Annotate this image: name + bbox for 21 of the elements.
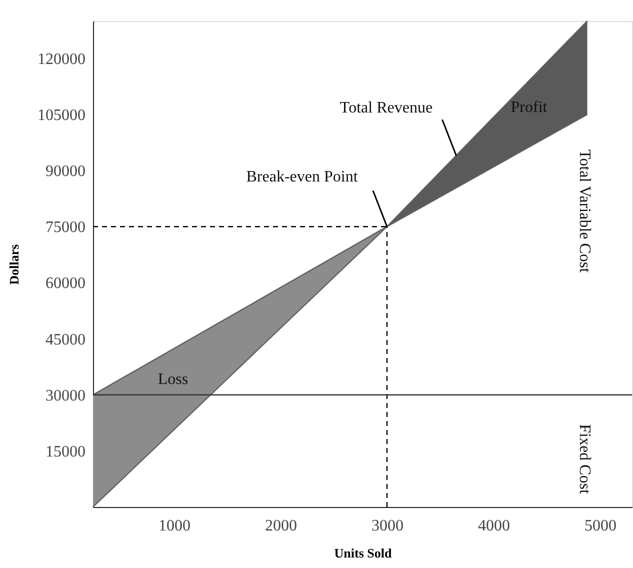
annotation: Total Revenue — [340, 100, 433, 117]
x-tick-label: 3000 — [372, 518, 404, 534]
x-tick-label: 4000 — [478, 518, 510, 534]
x-tick-label: 1000 — [158, 518, 190, 534]
x-axis-title: Units Sold — [334, 546, 392, 560]
y-tick-label: 75000 — [46, 219, 86, 236]
y-tick-label: 45000 — [46, 331, 86, 348]
annotation: Break-even Point — [246, 168, 358, 186]
annotation: Fixed Cost — [576, 424, 593, 494]
annotation: Total Variable Cost — [576, 149, 593, 274]
y-tick-label: 60000 — [46, 275, 86, 292]
x-tick-label: 2000 — [264, 518, 297, 534]
y-tick-label: 90000 — [46, 163, 86, 180]
y-tick-label: 15000 — [46, 443, 86, 460]
y-tick-label: 105000 — [38, 106, 86, 124]
y-tick-label: 120000 — [38, 50, 86, 68]
y-axis-title: Dollars — [6, 244, 22, 285]
annotation: Loss — [158, 371, 188, 388]
x-tick-label: 5000 — [584, 518, 617, 534]
y-tick-label: 30000 — [46, 387, 86, 404]
annotation: Profit — [510, 99, 548, 116]
